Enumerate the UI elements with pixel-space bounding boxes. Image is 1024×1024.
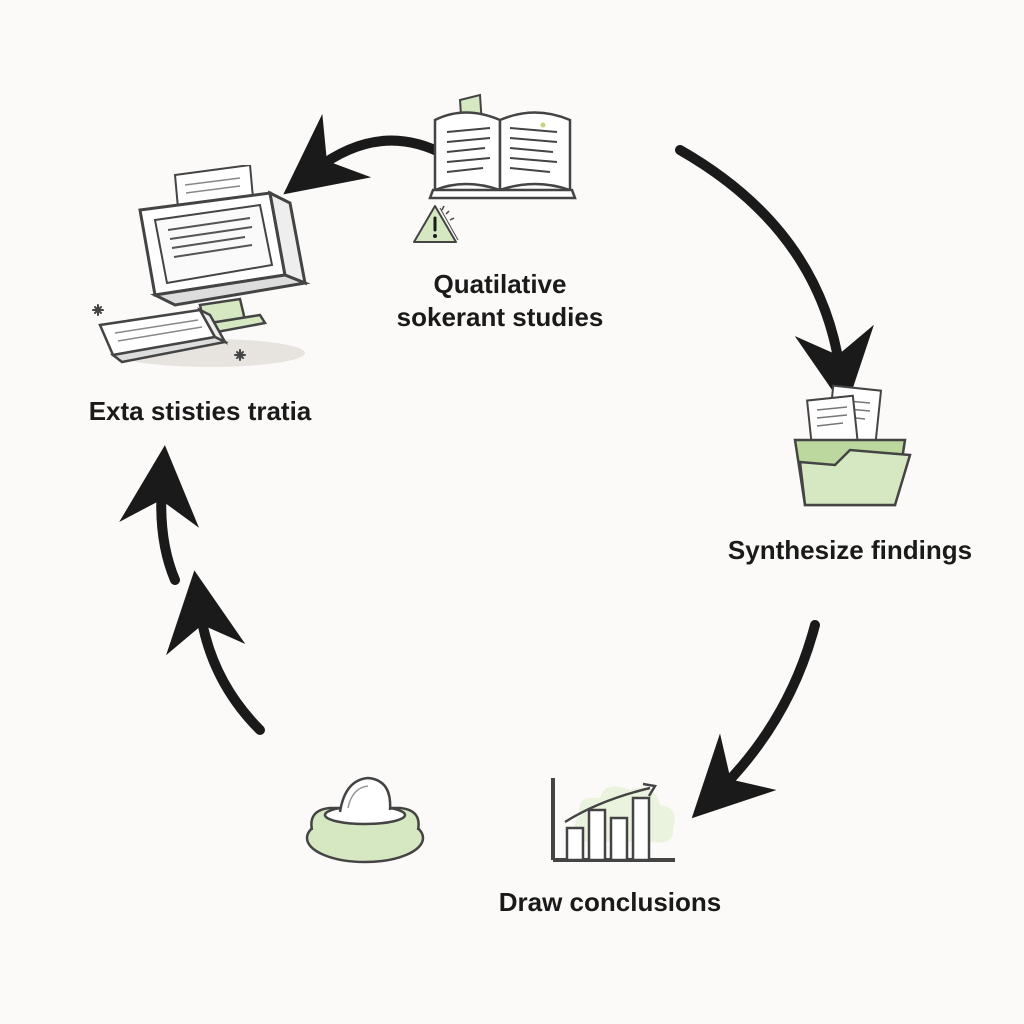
warning-icon <box>410 202 460 246</box>
node-conclusions: Draw conclusions <box>470 760 750 919</box>
node-qualitative: Quatilative sokerant studies <box>350 90 650 333</box>
synthesize-label: Synthesize findings <box>720 534 980 567</box>
bar-chart-icon <box>525 760 695 880</box>
open-book-icon <box>405 90 595 220</box>
cycle-diagram: Quatilative sokerant studies Synthesize … <box>0 0 1024 1024</box>
conclusions-label: Draw conclusions <box>470 886 750 919</box>
node-printer <box>285 760 445 870</box>
node-synthesize: Synthesize findings <box>720 380 980 567</box>
folder-papers-icon <box>775 380 925 520</box>
qualitative-label: Quatilative sokerant studies <box>350 268 650 333</box>
extract-label: Exta stisties tratia <box>60 395 340 428</box>
computer-icon <box>80 165 320 375</box>
node-extract: Exta stisties tratia <box>60 165 340 428</box>
printer-icon <box>290 760 440 870</box>
